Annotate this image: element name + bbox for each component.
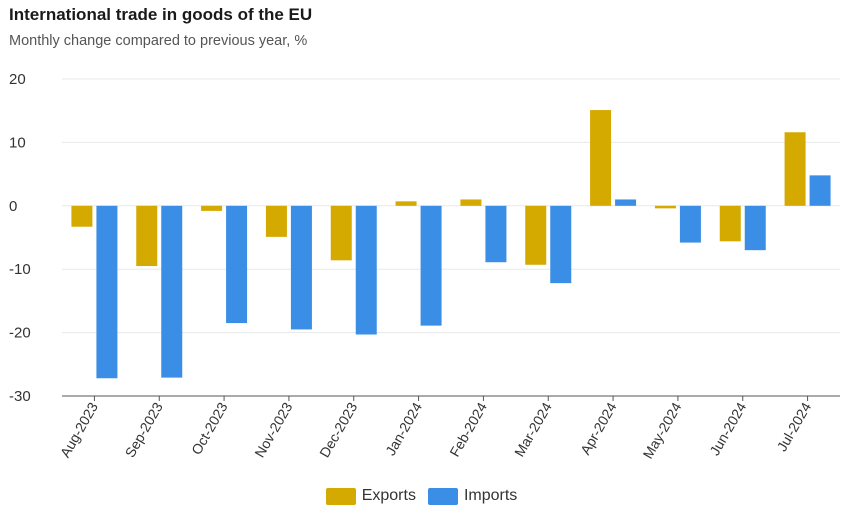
x-tick-label: Sep-2023	[122, 399, 166, 460]
bar-imports-dec-2023[interactable]	[355, 205, 377, 335]
x-tick-label: Aug-2023	[57, 399, 101, 460]
y-tick-label: -30	[9, 388, 31, 405]
bar-imports-may-2024[interactable]	[679, 205, 701, 243]
bar-imports-apr-2024[interactable]	[615, 199, 637, 206]
x-tick-label: May-2024	[640, 399, 685, 461]
bar-imports-mar-2024[interactable]	[550, 205, 572, 284]
y-tick-label: 10	[9, 134, 26, 151]
bar-exports-aug-2023[interactable]	[71, 205, 93, 227]
bar-imports-jul-2024[interactable]	[809, 175, 831, 206]
x-tick-label: Jul-2024	[773, 399, 814, 454]
y-tick-label: 0	[9, 198, 17, 215]
bar-exports-nov-2023[interactable]	[265, 205, 287, 237]
y-tick-label: -10	[9, 261, 31, 278]
x-tick-label: Mar-2024	[511, 399, 555, 459]
bar-exports-jun-2024[interactable]	[719, 205, 741, 242]
x-tick-label: Jan-2024	[382, 399, 425, 458]
chart-subtitle: Monthly change compared to previous year…	[9, 33, 308, 49]
chart-title: International trade in goods of the EU	[9, 5, 313, 24]
bar-exports-may-2024[interactable]	[654, 205, 676, 209]
bar-imports-aug-2023[interactable]	[96, 205, 118, 379]
legend-item-imports[interactable]: Imports	[427, 487, 518, 505]
y-tick-label: -20	[9, 325, 31, 342]
legend-label-imports: Imports	[463, 487, 518, 504]
bar-exports-jan-2024[interactable]	[395, 201, 417, 206]
legend-swatch-imports	[427, 487, 458, 505]
y-tick-label: 20	[9, 71, 26, 88]
bar-imports-feb-2024[interactable]	[485, 205, 507, 263]
bar-exports-jul-2024[interactable]	[784, 132, 806, 206]
x-tick-label: Dec-2023	[316, 399, 360, 460]
x-tick-label: Nov-2023	[251, 399, 295, 460]
legend-swatch-exports	[325, 487, 356, 505]
x-tick-label: Oct-2023	[188, 399, 231, 457]
bar-imports-jun-2024[interactable]	[744, 205, 766, 251]
bar-imports-jan-2024[interactable]	[420, 205, 442, 326]
bar-chart: 20 10 0 -10 -20 -30 Aug-2023 Sep-2023 Oct-2023 N…	[9, 71, 840, 461]
legend-label-exports: Exports	[361, 487, 416, 504]
bar-exports-feb-2024[interactable]	[460, 199, 482, 206]
legend-item-exports[interactable]: Exports	[325, 487, 416, 505]
x-tick-label: Jun-2024	[706, 399, 749, 458]
bar-imports-nov-2023[interactable]	[290, 205, 312, 330]
bar-imports-sep-2023[interactable]	[161, 205, 183, 378]
x-tick-label: Apr-2024	[577, 399, 620, 457]
bar-exports-apr-2024[interactable]	[590, 110, 612, 206]
bar-exports-mar-2024[interactable]	[525, 205, 547, 265]
bar-imports-oct-2023[interactable]	[226, 205, 248, 324]
bar-exports-sep-2023[interactable]	[136, 205, 158, 267]
bar-exports-dec-2023[interactable]	[330, 205, 352, 261]
x-tick-label: Feb-2024	[446, 399, 490, 459]
legend: Exports Imports	[0, 487, 843, 505]
bar-exports-oct-2023[interactable]	[201, 205, 223, 211]
